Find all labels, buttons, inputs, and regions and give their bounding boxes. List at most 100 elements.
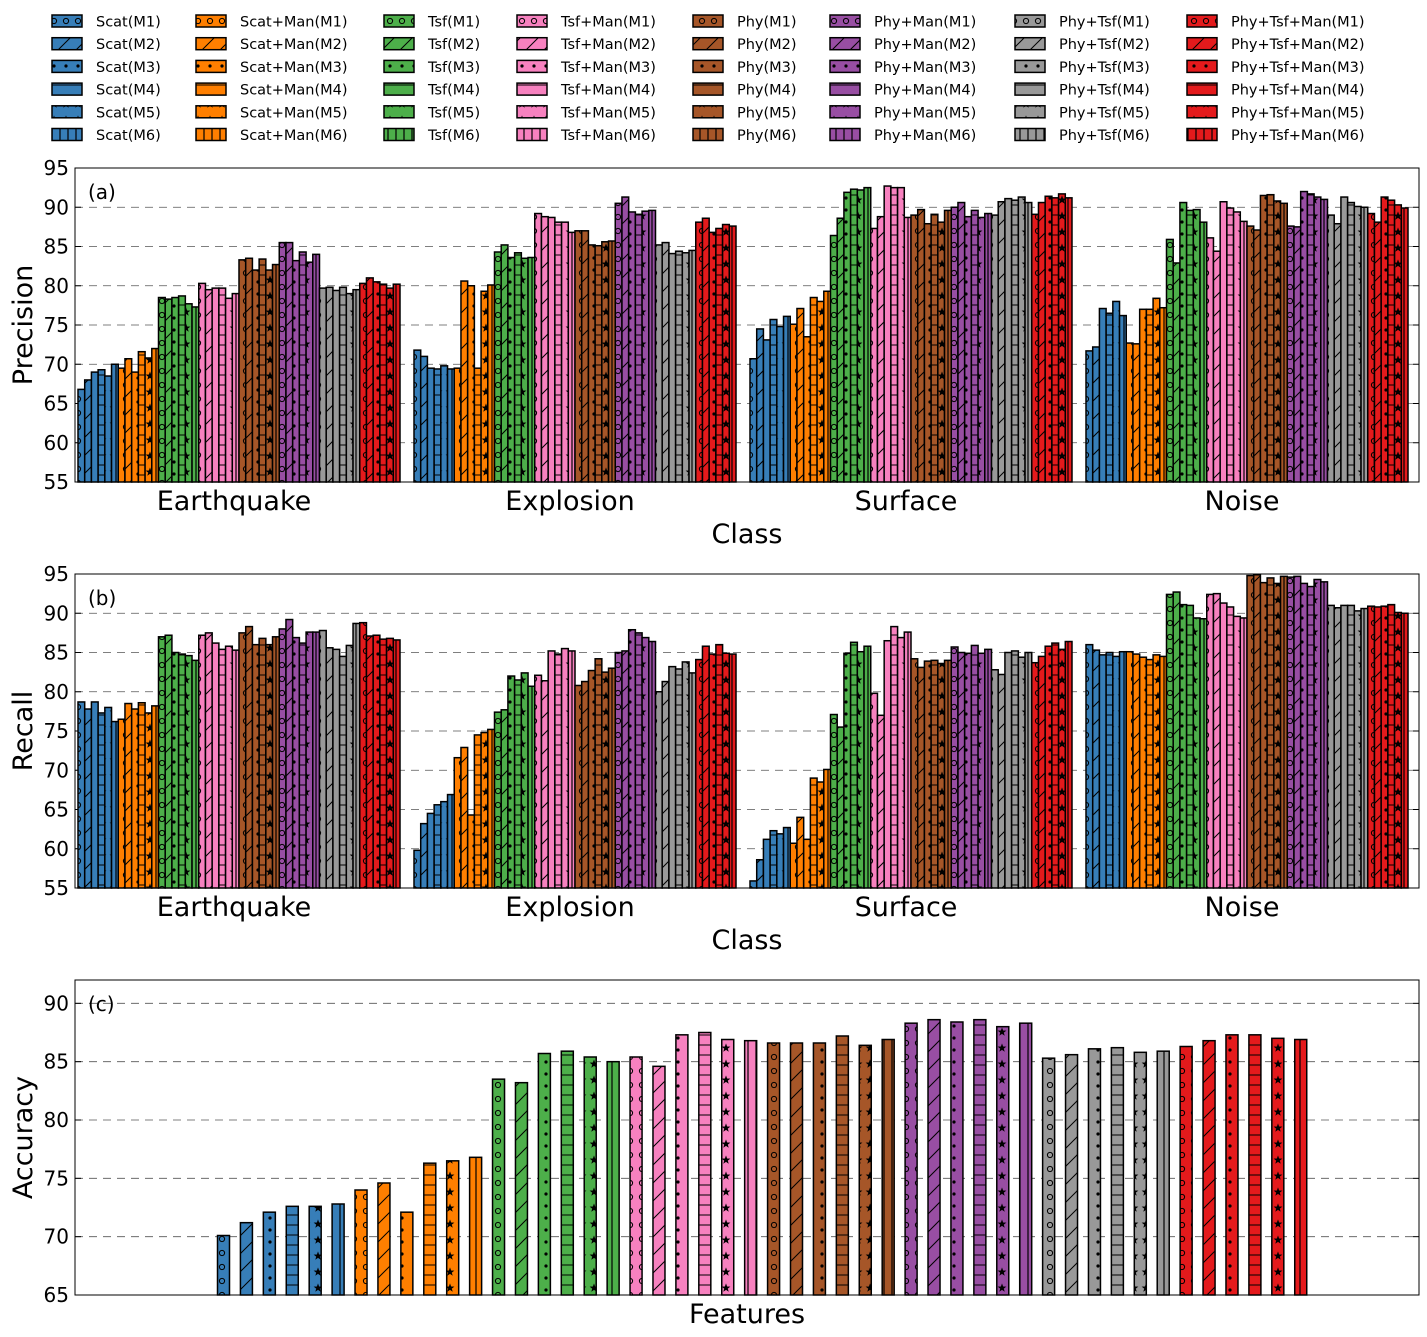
- bar-noise-tsf-plus-man-m1: [1206, 593, 1215, 889]
- bar-accuracy-tsf-plus-man-m6: [743, 1039, 758, 1296]
- legend-swatch: [829, 105, 861, 119]
- bar-explosion-phy-plus-tsf-m2: [661, 680, 670, 889]
- bar-earthquake-scat-m3: [90, 701, 99, 889]
- bar-earthquake-scat-m4: [97, 369, 106, 483]
- bar-accuracy-phy-plus-man-m6: [1018, 1022, 1033, 1296]
- bar-explosion-phy-m5: [601, 671, 610, 889]
- bar-explosion-phy-plus-tsf-m6: [688, 672, 697, 889]
- bar-noise-scat-m1: [1085, 350, 1094, 483]
- bar-noise-scat-plus-man-m2: [1132, 653, 1141, 889]
- legend: Scat(M1) Scat(M2) Scat(M3) Scat(M4) Scat(M5)…: [51, 14, 1365, 144]
- bar-noise-scat-plus-man-m6: [1159, 306, 1168, 483]
- bar-earthquake-tsf-m5: [184, 303, 193, 483]
- bar-accuracy-scat-m1: [216, 1234, 231, 1296]
- bar-earthquake-scat-plus-man-m4: [137, 350, 146, 483]
- bar-earthquake-phy-m6: [271, 636, 281, 889]
- bar-surface-scat-plus-man-m6: [823, 768, 832, 889]
- bar-explosion-tsf-plus-man-m1: [534, 212, 543, 483]
- bar-noise-phy-plus-man-m5: [1313, 578, 1322, 889]
- bar-surface-phy-plus-tsf-plus-man-m2: [1037, 655, 1046, 889]
- bar-earthquake-scat-plus-man-m6: [151, 705, 160, 889]
- bar-accuracy-tsf-m5: [583, 1056, 597, 1296]
- bar-earthquake-scat-plus-man-m2: [124, 702, 133, 889]
- bar-explosion-phy-plus-man-m4: [634, 632, 643, 889]
- bar-explosion-tsf-plus-man-m4: [554, 653, 563, 889]
- bar-noise-scat-m3: [1098, 654, 1107, 889]
- bar-noise-phy-plus-tsf-m1: [1326, 214, 1335, 483]
- legend-swatch: [829, 36, 861, 51]
- bar-earthquake-tsf-m4: [177, 653, 187, 889]
- bar-accuracy-scat-plus-man-m4: [423, 1162, 437, 1296]
- legend-label: Phy+Tsf+Man(M4): [1231, 83, 1365, 99]
- legend-entry-phy-plus-tsf-m4: Phy+Tsf(M4): [1014, 82, 1150, 99]
- bar-noise-phy-plus-tsf-plus-man-m6: [1400, 612, 1409, 889]
- bar-explosion-phy-plus-man-m6: [648, 640, 657, 889]
- bar-surface-scat-m1: [749, 358, 758, 483]
- bar-noise-scat-m4: [1105, 312, 1114, 483]
- bar-noise-phy-plus-tsf-m2: [1333, 222, 1342, 483]
- bar-surface-phy-plus-tsf-plus-man-m1: [1031, 661, 1040, 889]
- bar-explosion-tsf-plus-man-m5: [560, 221, 570, 483]
- bar-earthquake-tsf-plus-man-m6: [231, 292, 240, 483]
- legend-entry-phy-plus-man-m4: Phy+Man(M4): [829, 82, 976, 99]
- bar-noise-phy-plus-tsf-plus-man-m4: [1387, 199, 1396, 483]
- legend-entry-tsf-plus-man-m2: Tsf+Man(M2): [516, 36, 656, 53]
- recall-panel: 55 60 65 70 75 80 85 90 95 Earthquake Explosion Sur…: [8, 562, 1420, 956]
- bar-explosion-tsf-plus-man-m2: [540, 215, 549, 483]
- bar-explosion-scat-m3: [426, 812, 435, 889]
- bar-noise-scat-plus-man-m2: [1132, 343, 1141, 483]
- bar-surface-scat-plus-man-m5: [816, 781, 825, 889]
- bar-accuracy-phy-plus-tsf-plus-man-m1: [1179, 1045, 1193, 1296]
- bar-surface-phy-plus-tsf-m4: [1010, 199, 1020, 483]
- bar-explosion-tsf-m5: [520, 257, 529, 483]
- legend-swatch: [692, 82, 724, 96]
- y-tick-label: 75: [44, 1166, 69, 1190]
- bar-explosion-tsf-m2: [500, 244, 509, 483]
- bar-explosion-scat-m3: [426, 367, 435, 483]
- bar-explosion-scat-plus-man-m6: [487, 728, 496, 889]
- bar-explosion-phy-plus-tsf-plus-man-m3: [708, 231, 717, 483]
- legend-swatch: [383, 36, 415, 51]
- bar-surface-phy-plus-man-m3: [963, 215, 973, 483]
- legend-entry-phy-m4: Phy(M4): [692, 82, 797, 99]
- legend-label: Phy(M6): [737, 128, 797, 144]
- bar-accuracy-phy-plus-tsf-plus-man-m3: [1225, 1034, 1239, 1296]
- bar-explosion-phy-plus-tsf-plus-man-m4: [715, 227, 724, 483]
- y-tick-label: 85: [44, 235, 69, 259]
- legend-entry-phy-plus-tsf-m5: Phy+Tsf(M5): [1014, 105, 1150, 121]
- bar-surface-phy-m3: [923, 660, 932, 889]
- legend-swatch: [692, 14, 724, 28]
- bar-surface-tsf-m3: [843, 191, 852, 483]
- bar-explosion-phy-plus-tsf-plus-man-m6: [728, 225, 737, 483]
- bar-surface-phy-plus-tsf-plus-man-m2: [1037, 201, 1046, 483]
- bar-accuracy-phy-plus-man-m2: [927, 1018, 941, 1296]
- bar-explosion-phy-m4: [594, 244, 603, 483]
- bar-earthquake-phy-plus-man-m5: [305, 631, 314, 889]
- bar-surface-phy-plus-tsf-m3: [1004, 651, 1013, 889]
- legend-entry-phy-m3: Phy(M3): [692, 59, 797, 76]
- legend-label: Tsf(M3): [427, 60, 480, 76]
- bar-accuracy-phy-plus-tsf-m2: [1064, 1053, 1079, 1296]
- y-tick-label: 70: [44, 352, 69, 376]
- bar-noise-scat-plus-man-m5: [1152, 297, 1161, 483]
- legend-label: Phy+Tsf(M2): [1059, 37, 1150, 53]
- bar-surface-phy-plus-man-m4: [970, 644, 979, 889]
- bar-accuracy-phy-plus-tsf-m4: [1110, 1046, 1125, 1296]
- bar-surface-tsf-m5: [856, 189, 865, 483]
- bar-earthquake-tsf-m1: [157, 636, 166, 889]
- legend-swatch: [383, 105, 415, 119]
- bar-surface-scat-plus-man-m3: [802, 838, 812, 889]
- bar-noise-tsf-m6: [1199, 221, 1208, 483]
- bar-surface-tsf-m2: [836, 726, 845, 889]
- bar-noise-phy-plus-tsf-m6: [1360, 607, 1369, 889]
- bar-earthquake-tsf-m1: [157, 296, 166, 483]
- bar-surface-phy-m5: [937, 221, 946, 483]
- bar-explosion-phy-plus-man-m5: [641, 636, 650, 889]
- panel-label: (b): [88, 586, 116, 610]
- bar-surface-scat-plus-man-m6: [823, 290, 832, 483]
- bar-noise-phy-plus-tsf-m3: [1340, 196, 1349, 483]
- bar-earthquake-phy-plus-man-m2: [285, 618, 294, 889]
- legend-swatch: [1014, 14, 1046, 28]
- bar-earthquake-phy-m4: [258, 637, 267, 889]
- bar-earthquake-phy-plus-tsf-plus-man-m3: [372, 634, 381, 889]
